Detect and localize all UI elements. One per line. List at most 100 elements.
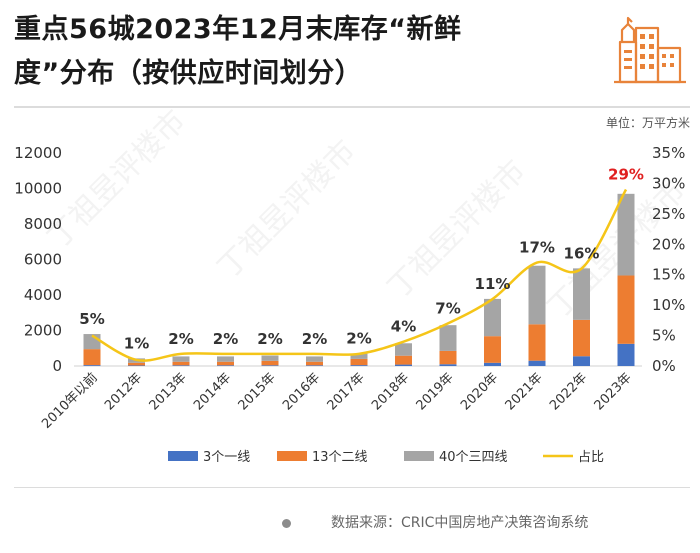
bottom-divider — [14, 487, 690, 488]
unit-label: 单位：万平方米 — [605, 116, 690, 130]
bar-segment — [350, 365, 368, 366]
bar-segment — [484, 298, 501, 337]
y-left-tick-label: 6000 — [24, 251, 62, 269]
share-data-label: 29% — [608, 166, 644, 184]
y-left-tick-label: 12000 — [14, 144, 62, 162]
bar-segment — [350, 353, 368, 359]
y-right-tick-label: 30% — [652, 174, 685, 192]
legend-label: 3个一线 — [203, 450, 250, 465]
bar-segment — [172, 365, 190, 366]
bar-segment — [484, 362, 501, 366]
bar-segment — [350, 358, 368, 366]
bar-segment — [484, 336, 501, 363]
source-note: 数据来源：CRIC中国房地产决策咨询系统 — [282, 512, 588, 532]
x-tick-label: 2014年 — [191, 370, 234, 413]
bar-segment — [617, 193, 635, 276]
bar-segment — [172, 361, 190, 366]
source-text: 数据来源：CRIC中国房地产决策咨询系统 — [331, 515, 589, 531]
bar-segment — [528, 265, 546, 325]
y-right-tick-label: 25% — [652, 205, 685, 223]
y-right-tick-label: 0% — [652, 357, 676, 375]
bar-segment — [306, 361, 323, 366]
legend-swatch — [277, 451, 307, 461]
bar-segment — [439, 325, 457, 351]
x-tick-label: 2015年 — [236, 370, 279, 413]
bar-segment — [617, 343, 635, 366]
bar-segment — [217, 361, 234, 366]
x-tick-label: 2018年 — [369, 370, 412, 413]
share-data-label: 7% — [435, 299, 460, 317]
bar-segment — [306, 356, 323, 362]
x-tick-label: 2016年 — [280, 370, 323, 413]
y-left-tick-label: 4000 — [24, 286, 62, 304]
bar-segment — [83, 365, 101, 366]
share-data-label: 2% — [213, 330, 238, 348]
y-right-tick-label: 20% — [652, 235, 685, 253]
bar-segment — [306, 365, 323, 366]
y-left-tick-label: 0 — [52, 357, 62, 375]
x-tick-label: 2022年 — [547, 370, 590, 413]
bar-segment — [439, 364, 457, 366]
dot-icon — [282, 518, 291, 528]
share-data-label: 4% — [391, 318, 416, 336]
y-right-tick-label: 35% — [652, 144, 685, 162]
bar-segment — [261, 355, 279, 361]
legend-swatch — [168, 451, 198, 461]
bar-segment — [217, 356, 234, 362]
share-data-label: 17% — [519, 239, 555, 257]
bar-segment — [395, 364, 412, 366]
share-data-label: 2% — [346, 330, 371, 348]
bar-segment — [395, 343, 412, 356]
x-tick-label: 2020年 — [458, 370, 501, 413]
bar-segment — [439, 350, 457, 365]
building-icon — [614, 16, 686, 84]
watermark: 丁祖昱评楼市 丁祖昱评楼市 丁祖昱评楼市 丁祖昱评楼市 — [41, 104, 693, 326]
title-line-2: 度”分布（按供应时间划分） — [14, 58, 363, 89]
legend-swatch — [404, 451, 434, 461]
svg-text:丁祖昱评楼市: 丁祖昱评楼市 — [211, 134, 363, 286]
y-left-tick-label: 2000 — [24, 322, 62, 340]
x-tick-label: 2021年 — [503, 370, 546, 413]
bar-segment — [261, 360, 279, 366]
chart-title: 重点56城2023年12月末库存“新鲜 度”分布（按供应时间划分） — [14, 8, 574, 96]
legend-label: 占比 — [578, 450, 604, 465]
bar-segment — [128, 362, 145, 366]
share-data-label: 1% — [124, 334, 149, 352]
bar-segment — [261, 365, 279, 366]
legend-label: 13个二线 — [312, 450, 368, 465]
top-divider — [14, 106, 690, 108]
x-tick-label: 2012年 — [102, 370, 145, 413]
share-data-label: 11% — [475, 275, 511, 293]
bar-segment — [573, 319, 590, 357]
legend-label: 40个三四线 — [439, 450, 508, 465]
share-data-label: 16% — [564, 244, 600, 262]
y-right-tick-label: 15% — [652, 266, 685, 284]
bar-segment — [528, 324, 546, 361]
title-line-1: 重点56城2023年12月末库存“新鲜 — [14, 14, 462, 45]
bar-segment — [83, 349, 101, 366]
y-right-tick-label: 5% — [652, 327, 676, 345]
bar-segment — [573, 268, 590, 320]
svg-text:丁祖昱评楼市: 丁祖昱评楼市 — [41, 104, 193, 256]
bar-segment — [128, 365, 145, 366]
x-tick-label: 2023年 — [592, 370, 635, 413]
x-tick-label: 2010年以前 — [39, 370, 101, 432]
y-left-tick-label: 10000 — [14, 180, 62, 198]
bar-segment — [617, 275, 635, 344]
bar-segment — [217, 365, 234, 366]
share-line — [91, 188, 628, 362]
share-data-label: 2% — [302, 330, 327, 348]
bar-segment — [395, 355, 412, 365]
share-data-label: 2% — [257, 330, 282, 348]
x-tick-label: 2019年 — [414, 370, 457, 413]
bar-segment — [528, 360, 546, 366]
share-data-label: 5% — [79, 310, 104, 328]
y-right-tick-label: 10% — [652, 296, 685, 314]
x-tick-label: 2017年 — [325, 370, 368, 413]
bar-segment — [172, 356, 190, 362]
y-left-tick-label: 8000 — [24, 215, 62, 233]
bar-segment — [573, 356, 590, 366]
x-tick-label: 2013年 — [147, 370, 190, 413]
share-data-label: 2% — [168, 330, 193, 348]
